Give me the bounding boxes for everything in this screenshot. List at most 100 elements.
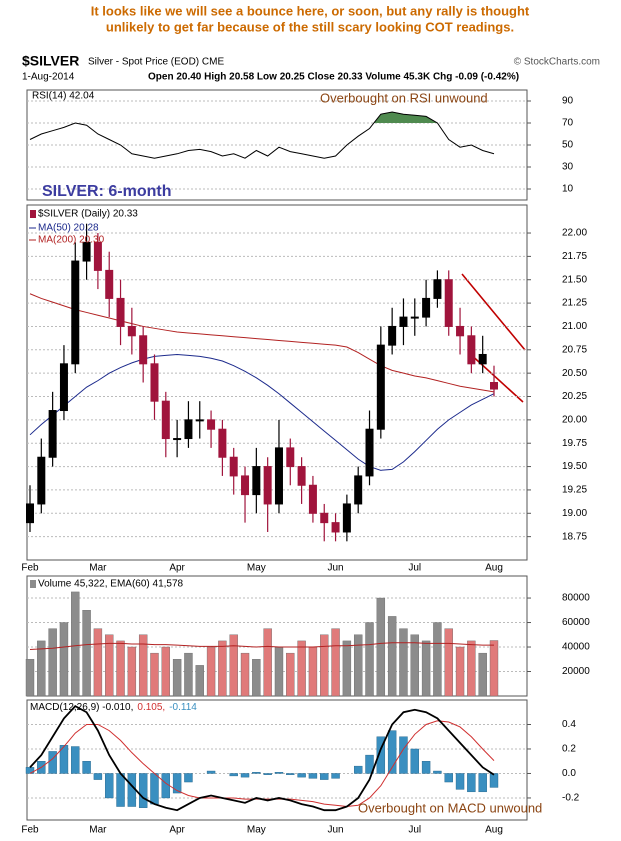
histogram-bar (93, 773, 103, 780)
candle-body (184, 419, 193, 440)
candle-body (467, 335, 476, 365)
x-tick-label: Aug (485, 563, 503, 574)
volume-bar (37, 640, 46, 697)
y-tick-label: 20.25 (562, 391, 587, 402)
chart-title: SILVER: 6-month (42, 183, 171, 200)
candle-body (399, 316, 408, 327)
histogram-bar (297, 773, 306, 778)
volume-bar (320, 634, 329, 697)
histogram-bar (376, 736, 386, 774)
volume-bar (489, 640, 499, 697)
histogram-bar (365, 754, 374, 774)
histogram-bar (467, 773, 476, 793)
y-tick-label: 20000 (562, 666, 590, 677)
volume-bar (252, 659, 261, 697)
volume-bar (161, 646, 171, 697)
legend: MA(50) 20.28 (38, 223, 99, 234)
trend-line (461, 273, 526, 351)
x-tick-label: Mar (89, 563, 107, 574)
y-tick-label: 21.75 (562, 251, 587, 262)
y-tick-label: 21.25 (562, 298, 587, 309)
x-tick-label: Jun (327, 563, 343, 574)
volume-bar (116, 640, 125, 697)
candle-body (388, 325, 397, 346)
candle-body (331, 522, 340, 533)
y-tick-label: 19.75 (562, 438, 587, 449)
ema-line (29, 642, 495, 650)
y-tick-label: 40000 (562, 642, 590, 653)
quote: Open 20.40 High 20.58 Low 20.25 Close 20… (148, 72, 519, 83)
volume-bar (342, 640, 352, 697)
volume-bar (297, 640, 306, 697)
annotation: Overbought on MACD unwound (358, 800, 542, 815)
histogram-bar (433, 770, 442, 774)
y-tick-label: 0.4 (562, 719, 576, 730)
volume-bar (444, 628, 453, 697)
y-tick-label: 19.00 (562, 508, 587, 519)
volume-bar (105, 634, 114, 697)
candle-body (286, 447, 295, 468)
legend-swatch (30, 210, 36, 218)
histogram-bar (240, 773, 250, 778)
y-tick-label: -0.2 (562, 793, 580, 804)
histogram-bar (71, 746, 80, 774)
volume-bar (286, 652, 295, 697)
legend: MACD(12,26,9) -0.010, 0.105, -0.114 (30, 702, 197, 713)
candle-body (116, 297, 125, 327)
legend: MA(200) 20.30 (38, 235, 105, 246)
candle-body (320, 512, 329, 524)
candle-body (297, 466, 306, 486)
y-tick-label: 21.00 (562, 321, 587, 332)
volume-bar (331, 628, 340, 697)
histogram-bar (478, 773, 487, 793)
volume-bar (410, 634, 419, 697)
candle-body (173, 438, 182, 441)
histogram-bar (25, 767, 35, 774)
x-tick-label: Jul (408, 563, 421, 574)
volume-bar (195, 665, 204, 697)
y-tick-label: 19.50 (562, 461, 587, 472)
candle-body (207, 419, 216, 430)
x-tick-label: Feb (21, 563, 39, 574)
x-tick-label: Aug (485, 825, 503, 836)
y-tick-label: 20.50 (562, 368, 587, 379)
y-tick-label: 18.75 (562, 531, 587, 542)
overbought-fill (30, 112, 494, 123)
volume-bar (240, 652, 250, 697)
y-tick-label: 60000 (562, 617, 590, 628)
volume-bar (138, 634, 148, 697)
x-tick-label: Mar (89, 825, 107, 836)
x-tick-label: May (247, 825, 266, 836)
candle-body (354, 475, 363, 505)
volume-bar (387, 616, 397, 697)
moving-average (29, 353, 495, 471)
y-tick-label: 10 (562, 184, 574, 195)
histogram-bar (444, 773, 453, 783)
candle-body (229, 456, 238, 477)
volume-bar (433, 622, 442, 697)
moving-average (29, 293, 495, 393)
candle-body (274, 447, 283, 505)
candle-body (82, 241, 91, 262)
histogram-bar (252, 772, 261, 774)
legend-entry: MACD(12,26,9) -0.010, (30, 702, 133, 713)
candle-body (263, 466, 272, 505)
volume-bar (353, 634, 363, 697)
candle-body (71, 260, 80, 365)
histogram-bar (263, 773, 272, 775)
trend-line (467, 351, 524, 403)
candle-body (161, 400, 170, 440)
volume-bar (71, 591, 80, 697)
y-tick-label: 22.00 (562, 228, 587, 239)
volume-bar (478, 652, 487, 697)
volume-bar (229, 634, 238, 697)
date: 1-Aug-2014 (22, 72, 75, 83)
volume-bar (48, 628, 57, 697)
candle-body (139, 335, 148, 365)
y-tick-label: 21.50 (562, 274, 587, 285)
candle-body (456, 325, 465, 337)
legend: Volume 45,322, EMA(60) 41,578 (38, 579, 184, 590)
histogram-bar (48, 751, 57, 774)
legend-entry: 0.105, (137, 702, 165, 713)
